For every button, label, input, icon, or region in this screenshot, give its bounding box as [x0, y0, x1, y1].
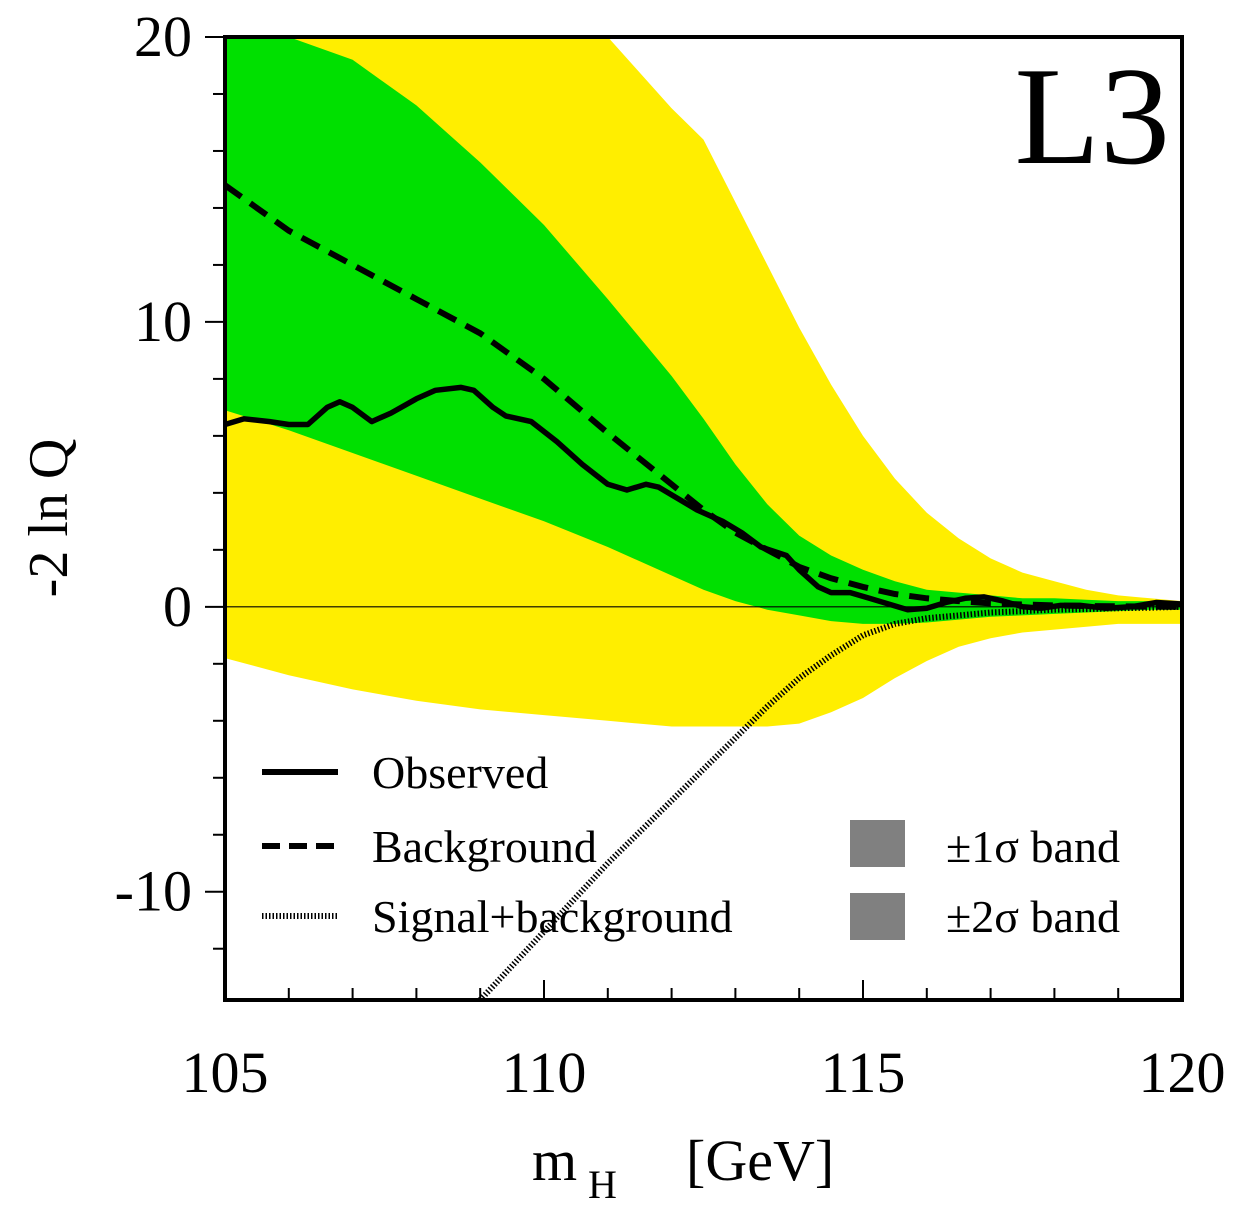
legend-observed-label: Observed	[372, 747, 548, 798]
legend-one-sigma-label: ±1σ band	[946, 821, 1120, 872]
legend-two-sigma-label: ±2σ band	[946, 891, 1120, 942]
legend-background-label: Background	[372, 821, 597, 872]
svg-text:m: m	[532, 1128, 577, 1193]
axis-tick-labels: 105 110 115 120 -10 0 10 20	[115, 4, 1226, 1105]
y-tick-label: 10	[134, 289, 192, 354]
y-tick-label: 0	[163, 574, 192, 639]
one-sigma-band	[225, 37, 1182, 624]
legend-one-sigma-swatch	[850, 820, 905, 867]
x-tick-label: 110	[502, 1040, 587, 1105]
legend: Observed Background Signal+background ±1…	[262, 747, 1120, 942]
observed-line	[225, 384, 1182, 613]
x-tick-label: 105	[182, 1040, 269, 1105]
y-tick-label: 20	[134, 4, 192, 69]
experiment-label: L3	[1014, 39, 1170, 194]
plot-frame	[223, 35, 1184, 1002]
plot-area	[225, 37, 1182, 1000]
background-line	[225, 182, 1182, 610]
svg-text:H: H	[588, 1162, 617, 1205]
legend-signal-label: Signal+background	[372, 891, 733, 942]
y-tick-label: -10	[115, 859, 192, 924]
legend-two-sigma-swatch	[850, 893, 905, 940]
x-tick-label: 120	[1139, 1040, 1226, 1105]
signal-background-line	[478, 603, 1182, 1000]
x-axis-label: m H [GeV]	[532, 1128, 834, 1205]
y-axis-label: -2 ln Q	[18, 439, 80, 598]
x-tick-label: 115	[821, 1040, 906, 1105]
svg-text:[GeV]: [GeV]	[686, 1128, 834, 1193]
